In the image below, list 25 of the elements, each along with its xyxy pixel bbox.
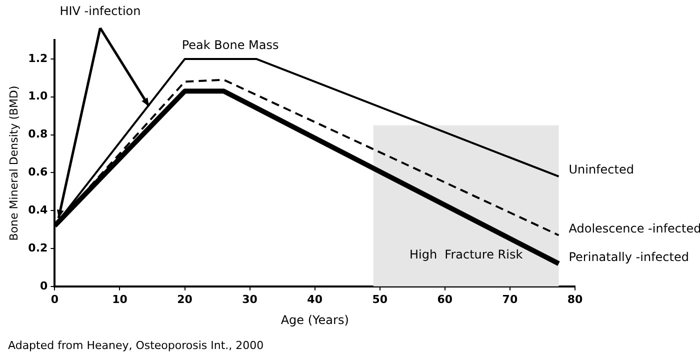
x-axis-title: Age (Years) [280, 312, 349, 327]
x-tick-label: 0 [50, 292, 59, 306]
x-tick-label: 70 [502, 292, 518, 306]
y-tick-label: 0.6 [28, 166, 48, 179]
band-label: High Fracture Risk [409, 247, 523, 262]
x-tick-label: 80 [567, 292, 583, 306]
y-tick-label: 0.4 [28, 203, 48, 216]
series-label: Perinatally -infected [568, 250, 689, 264]
annotation: Peak Bone Mass [182, 38, 279, 52]
y-tick-label: 0 [40, 279, 48, 292]
y-axis-title: Bone Mineral Density (BMD) [7, 86, 20, 241]
text: Adapted from Heaney, Osteoporosis Int., 2000 [8, 338, 264, 352]
y-tick-label: 0.2 [28, 241, 48, 254]
x-tick-label: 40 [307, 292, 323, 306]
x-tick-label: 10 [112, 292, 128, 306]
series-label: Adolescence -infected [568, 221, 700, 236]
y-tick-label: 1.0 [28, 90, 48, 103]
y-tick-label: 0.8 [28, 128, 48, 141]
series-label: Uninfected [568, 162, 634, 177]
y-tick-label: 1.2 [28, 52, 48, 65]
x-tick-label: 50 [372, 292, 388, 306]
x-tick-label: 20 [177, 292, 193, 306]
x-tick-label: 60 [437, 292, 453, 306]
annotation: HIV -infection [60, 4, 141, 18]
x-tick-label: 30 [242, 292, 258, 306]
